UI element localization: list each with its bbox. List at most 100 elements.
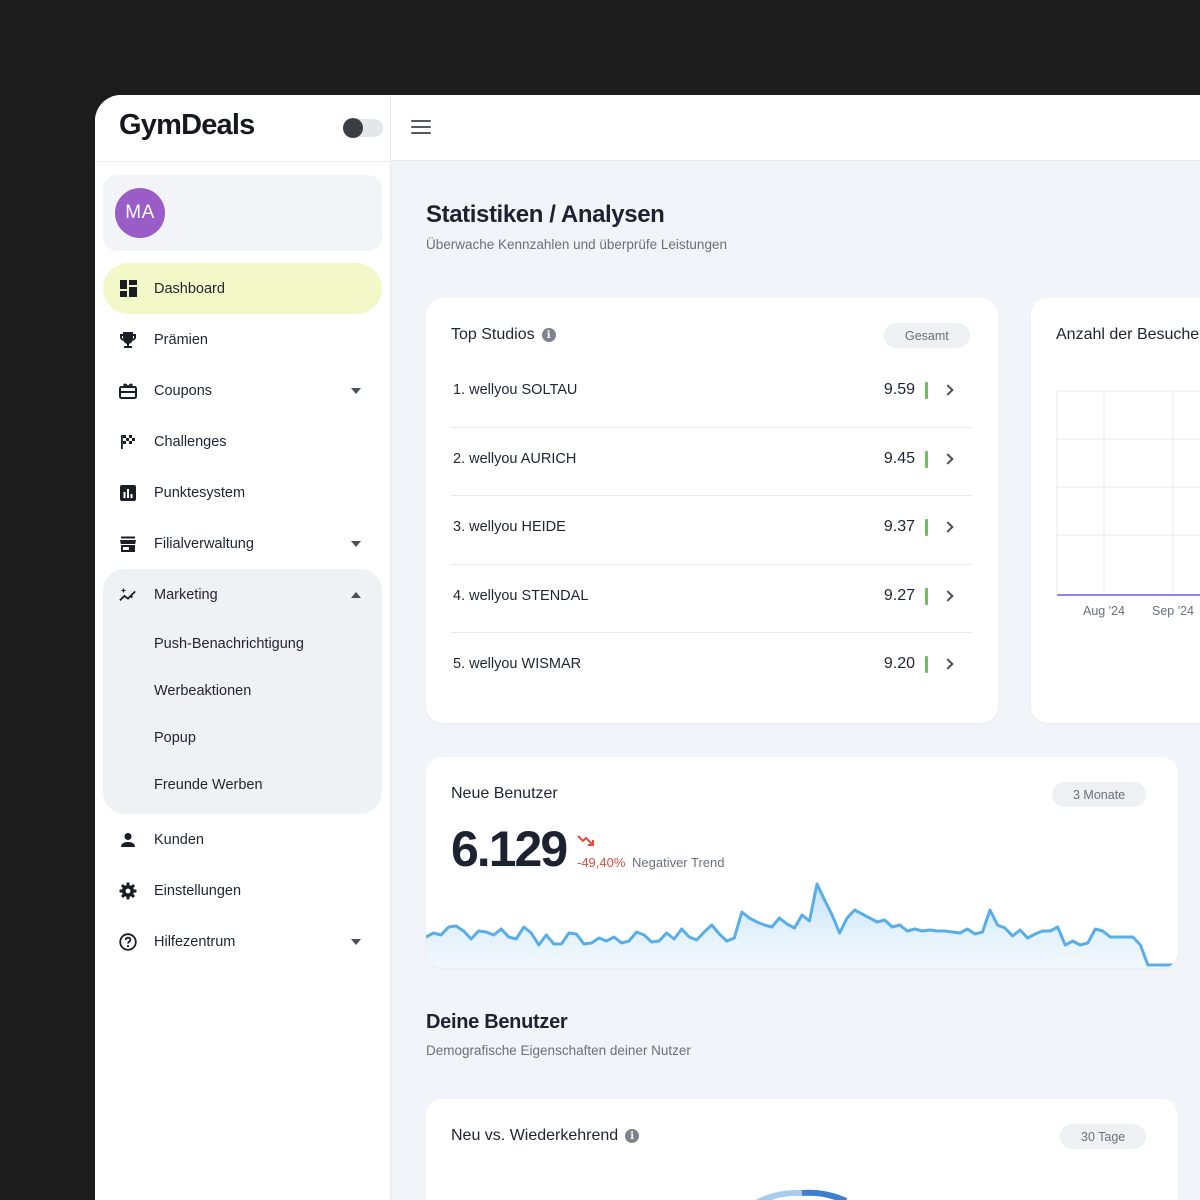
score-indicator	[925, 382, 928, 399]
info-icon[interactable]: i	[625, 1129, 640, 1143]
score-indicator	[925, 587, 928, 605]
list-item[interactable]: 2. wellyou AURICH 9.45	[451, 428, 972, 496]
profile-card[interactable]: MA	[103, 175, 382, 251]
chevron-down-icon[interactable]	[351, 938, 361, 945]
sidebar-subitem-freunde-werben[interactable]: Freunde Werben	[154, 776, 263, 793]
period-filter[interactable]: 3 Monate	[1052, 782, 1147, 807]
app-window: GymDeals MA Dashboard Prämien	[95, 95, 1200, 1200]
chevron-right-icon[interactable]	[942, 384, 954, 396]
sidebar-item-marketing[interactable]: Marketing	[103, 569, 382, 620]
studio-score: 9.37	[883, 518, 915, 535]
visits-chart: Aug '24 Sep '24	[1056, 390, 1200, 618]
studio-name: 4. wellyou STENDAL	[453, 587, 589, 604]
divider	[95, 161, 391, 162]
studio-name: 2. wellyou AURICH	[453, 450, 577, 467]
trend-percentage: -49,40%	[577, 855, 626, 870]
list-item[interactable]: 1. wellyou SOLTAU 9.59	[451, 359, 972, 428]
new-users-sparkline	[426, 882, 1178, 968]
info-icon[interactable]: i	[541, 328, 556, 342]
card-title: Neu vs. Wiederkehrend i	[451, 1127, 640, 1145]
section-subtitle: Demografische Eigenschaften deiner Nutze…	[426, 1043, 691, 1058]
studio-list: 1. wellyou SOLTAU 9.59 2. wellyou AURICH…	[451, 359, 972, 702]
studio-score: 9.45	[883, 449, 915, 467]
new-users-count: 6.129	[451, 821, 568, 877]
theme-toggle[interactable]	[343, 118, 383, 138]
card-title: Anzahl der Besuche	[1056, 326, 1199, 344]
studio-name: 3. wellyou HEIDE	[453, 519, 566, 535]
x-tick-label: Aug '24	[1083, 604, 1125, 618]
chevron-up-icon[interactable]	[351, 591, 361, 598]
section-title: Deine Benutzer	[426, 1011, 568, 1033]
toggle-knob	[343, 118, 363, 138]
sidebar-item-filialverwaltung[interactable]: Filialverwaltung	[103, 518, 382, 569]
x-tick-label: Sep '24	[1152, 604, 1194, 618]
chevron-right-icon[interactable]	[942, 521, 954, 533]
trend-indicator: -49,40% Negativer Trend	[577, 832, 757, 872]
chevron-right-icon[interactable]	[942, 452, 954, 465]
marketing-group: Marketing Push-Benachrichtigung Werbeakt…	[103, 569, 382, 814]
sparkle-trend-icon	[119, 586, 137, 604]
sidebar-item-label: Prämien	[154, 331, 208, 348]
score-indicator	[925, 656, 928, 673]
user-icon	[119, 831, 137, 849]
brand-logo[interactable]: GymDeals	[119, 109, 255, 141]
sparkline-line	[426, 882, 1178, 967]
sparkline-area	[426, 884, 1178, 968]
page-title: Statistiken / Analysen	[426, 201, 665, 228]
sidebar-item-einstellungen[interactable]: Einstellungen	[103, 865, 382, 916]
trend-label: Negativer Trend	[632, 855, 725, 870]
sidebar-item-challenges[interactable]: Challenges	[103, 416, 382, 467]
sidebar-subitem-push[interactable]: Push-Benachrichtigung	[154, 635, 304, 652]
sidebar-subitem-popup[interactable]: Popup	[154, 729, 196, 746]
new-users-card: Neue Benutzer 3 Monate 6.129 -49,40% Neg…	[426, 757, 1178, 968]
trophy-icon	[119, 331, 137, 349]
new-vs-returning-title: Neu vs. Wiederkehrend	[451, 1127, 619, 1144]
sidebar-item-label: Challenges	[154, 433, 227, 450]
list-item[interactable]: 4. wellyou STENDAL 9.27	[451, 565, 972, 633]
top-studios-card: Top Studios i Gesamt 1. wellyou SOLTAU 9…	[426, 298, 998, 723]
donut-chart-top	[755, 1189, 848, 1200]
chevron-down-icon[interactable]	[351, 540, 361, 547]
chevron-right-icon[interactable]	[942, 589, 954, 602]
studio-name: 1. wellyou SOLTAU	[453, 382, 578, 398]
page-subtitle: Überwache Kennzahlen und überprüfe Leist…	[426, 237, 727, 252]
hamburger-menu-icon[interactable]	[411, 120, 431, 136]
avatar[interactable]: MA	[115, 188, 165, 238]
sidebar-item-label: Filialverwaltung	[154, 535, 254, 552]
sidebar-item-label: Kunden	[154, 831, 204, 848]
sidebar-item-hilfezentrum[interactable]: Hilfezentrum	[103, 916, 382, 967]
sidebar-subitem-werbeaktionen[interactable]: Werbeaktionen	[154, 682, 252, 699]
chevron-down-icon[interactable]	[351, 387, 361, 394]
visits-card: Anzahl der Besuche Aug '24 Sep '24	[1031, 298, 1200, 723]
visits-title: Anzahl der Besuche	[1056, 326, 1200, 343]
sidebar-item-label: Coupons	[154, 382, 213, 399]
checkered-flag-icon	[119, 433, 137, 451]
gear-icon	[119, 882, 137, 900]
studio-score: 9.27	[883, 586, 915, 604]
period-filter[interactable]: 30 Tage	[1060, 1124, 1147, 1149]
coupon-icon	[119, 382, 137, 400]
list-item[interactable]: 5. wellyou WISMAR 9.20	[451, 633, 972, 702]
sidebar-item-dashboard[interactable]: Dashboard	[103, 263, 382, 314]
new-users-title: Neue Benutzer	[451, 785, 558, 802]
main-content: Statistiken / Analysen Überwache Kennzah…	[391, 161, 1200, 1200]
card-title: Top Studios i	[451, 326, 556, 344]
period-filter[interactable]: Gesamt	[884, 323, 970, 348]
studio-score: 9.20	[883, 655, 915, 672]
new-vs-returning-card: Neu vs. Wiederkehrend i 30 Tage	[426, 1099, 1178, 1200]
score-indicator	[925, 450, 928, 468]
sidebar: GymDeals MA Dashboard Prämien	[95, 95, 391, 1200]
sidebar-item-label: Punktesystem	[154, 484, 246, 501]
sidebar-item-kunden[interactable]: Kunden	[103, 814, 382, 865]
sidebar-item-label: Hilfezentrum	[154, 933, 236, 950]
sidebar-item-punktesystem[interactable]: Punktesystem	[103, 467, 382, 518]
sidebar-nav: Dashboard Prämien Coupons Challenge	[103, 263, 382, 967]
trend-down-icon	[577, 835, 594, 846]
chevron-right-icon[interactable]	[942, 658, 954, 670]
sidebar-item-coupons[interactable]: Coupons	[103, 365, 382, 416]
sidebar-item-label: Marketing	[154, 586, 218, 603]
sidebar-item-praemien[interactable]: Prämien	[103, 314, 382, 365]
list-item[interactable]: 3. wellyou HEIDE 9.37	[451, 496, 972, 565]
top-studios-title: Top Studios	[451, 326, 535, 343]
score-indicator	[925, 519, 928, 536]
